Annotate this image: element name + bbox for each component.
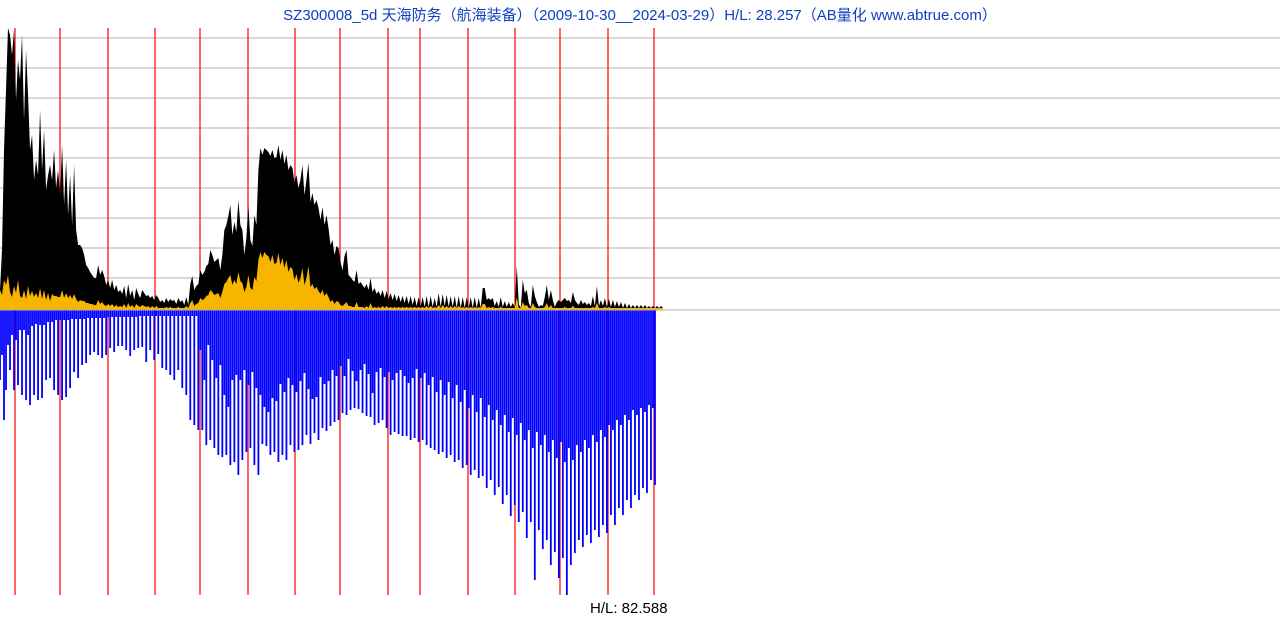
bottom-ratio-label: H/L: 82.588 <box>590 600 668 617</box>
stock-chart <box>0 0 1280 620</box>
